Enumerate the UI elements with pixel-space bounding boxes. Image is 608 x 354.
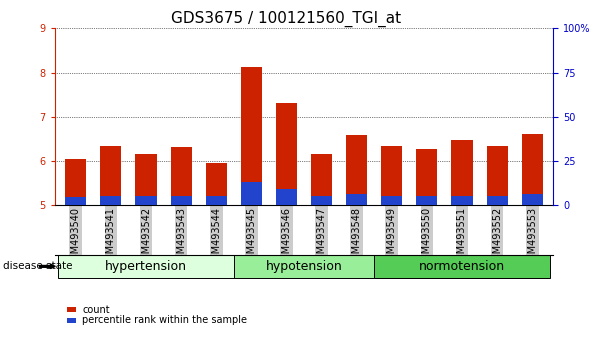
Bar: [381, 196, 402, 205]
Bar: [486, 196, 508, 205]
Text: percentile rank within the sample: percentile rank within the sample: [82, 315, 247, 325]
Text: disease state: disease state: [3, 261, 72, 272]
Bar: [452, 196, 472, 205]
Bar: [136, 154, 156, 205]
Bar: [311, 154, 332, 205]
Bar: [416, 149, 437, 205]
Bar: [100, 195, 122, 205]
Text: GDS3675 / 100121560_TGI_at: GDS3675 / 100121560_TGI_at: [171, 11, 401, 27]
Bar: [276, 103, 297, 205]
Bar: [452, 140, 472, 205]
Bar: [241, 182, 262, 205]
Bar: [241, 67, 262, 205]
Bar: [100, 145, 122, 205]
Bar: [65, 159, 86, 205]
Text: hypotension: hypotension: [266, 260, 342, 273]
Text: hypertension: hypertension: [105, 260, 187, 273]
Bar: [346, 136, 367, 205]
Bar: [65, 198, 86, 205]
Bar: [171, 147, 192, 205]
Bar: [206, 196, 227, 205]
Bar: [522, 133, 543, 205]
Bar: [522, 194, 543, 205]
Bar: [381, 145, 402, 205]
Bar: [136, 196, 156, 205]
Bar: [416, 196, 437, 205]
Text: normotension: normotension: [419, 260, 505, 273]
Bar: [276, 189, 297, 205]
Bar: [171, 195, 192, 205]
Text: count: count: [82, 305, 109, 315]
Bar: [346, 194, 367, 205]
Bar: [311, 195, 332, 205]
Bar: [206, 163, 227, 205]
Bar: [486, 145, 508, 205]
